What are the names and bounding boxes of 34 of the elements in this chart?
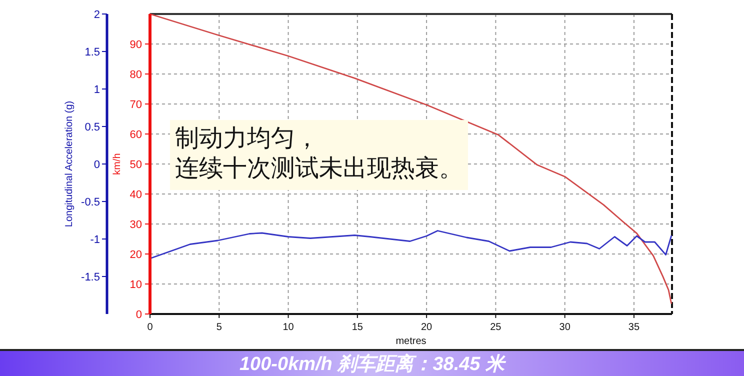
y-tick-label: 40 xyxy=(130,189,142,201)
text: 100-0km/h 刹车距离：38.45 米 xyxy=(239,353,507,375)
y2-tick-label: -1 xyxy=(90,234,100,246)
line-series xyxy=(149,13,672,304)
x-tick-label: 25 xyxy=(490,322,502,333)
annotation: 连续十次测试未出现热衰。 xyxy=(175,155,463,182)
y2-tick-label: -0.5 xyxy=(81,196,100,208)
y-tick-label: 20 xyxy=(130,249,142,261)
x-tick-label: 30 xyxy=(559,322,571,333)
x-tick-label: 15 xyxy=(352,322,364,333)
y2-tick-label: 1.5 xyxy=(84,46,100,58)
x-tick-label: 0 xyxy=(147,322,154,333)
y-tick-label: 50 xyxy=(130,159,142,171)
annotation: 制动力均匀， xyxy=(175,125,319,152)
line-series xyxy=(149,230,672,260)
y2-tick-label: 2 xyxy=(94,9,100,21)
x-tick-label: 20 xyxy=(420,322,433,333)
y-tick-label: 70 xyxy=(130,99,142,111)
y2-tick-label: 1 xyxy=(94,84,100,96)
y2-tick-label: 0.5 xyxy=(84,122,100,134)
x-tick-label: 5 xyxy=(216,322,222,333)
y2-axis-title: Longitudinal Acceleration (g) xyxy=(64,100,75,228)
x-tick-label: 10 xyxy=(282,322,294,333)
y-tick-label: 90 xyxy=(130,39,142,51)
y2-tick-label: -1.5 xyxy=(81,272,100,284)
x-tick-label: 35 xyxy=(628,322,640,333)
x-axis-title: metres xyxy=(396,336,426,347)
y-axis-title: km/h xyxy=(112,153,123,175)
y-tick-label: 60 xyxy=(130,129,142,141)
y-tick-label: 80 xyxy=(130,69,142,81)
y-tick-label: 0 xyxy=(136,309,142,321)
y-tick-label: 30 xyxy=(130,219,142,231)
y2-tick-label: 0 xyxy=(94,159,100,171)
y-tick-label: 10 xyxy=(130,279,142,291)
